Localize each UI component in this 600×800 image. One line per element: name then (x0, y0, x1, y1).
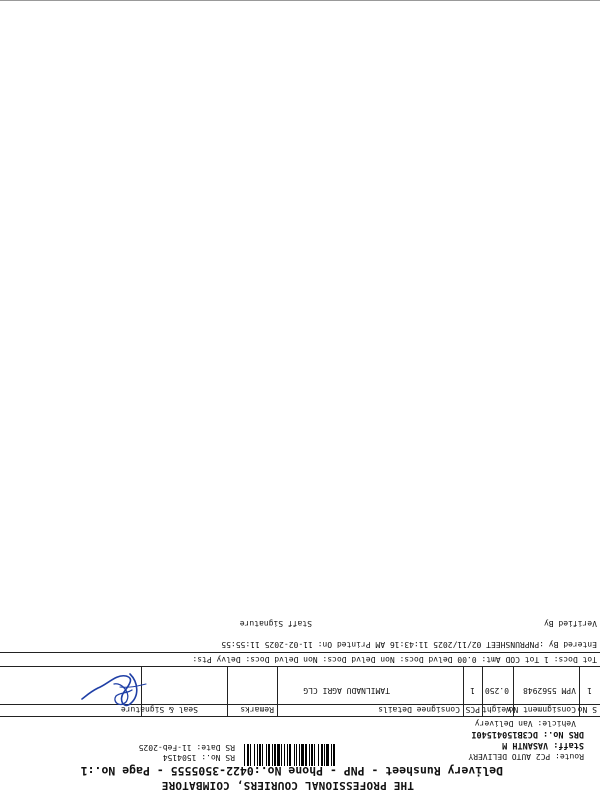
col-header-weight: Weight (482, 705, 511, 714)
col-header-sno: S No (577, 705, 597, 714)
staff-label: Staff: VASANTH M (502, 740, 584, 750)
verified-by-label: Verified By (544, 619, 597, 628)
cell-pcs: 1 (470, 686, 475, 695)
cell-weight: 0.250 (484, 686, 509, 695)
scan-edge-line (0, 0, 600, 1)
totals-line: Tot Docs: 1 Tot COD Amt: 0.00 Delvd Docs… (192, 655, 597, 664)
document-title: Delivery Runsheet - PNP - Phone No.:0422… (80, 764, 503, 778)
col-header-consignment: Consignment No (508, 705, 576, 714)
cell-sno: 1 (587, 686, 592, 695)
cell-consignment-no: VPM 5562948 (523, 686, 576, 695)
staff-signature-label: Staff Signature (239, 619, 312, 628)
col-header-remarks: Remarks (240, 705, 274, 714)
col-header-consignee: Consignee Details (378, 705, 460, 714)
cell-consignee: TAMILNADU AGRI CLG (303, 686, 390, 695)
rs-number: RS No.: 1504154 (162, 753, 235, 762)
drs-number: DRS No.: DC3B15041540I (471, 729, 584, 739)
col-header-pcs: PCS (465, 705, 480, 714)
table-top-rule (0, 716, 600, 717)
column-divider (463, 666, 464, 717)
barcode (243, 744, 335, 766)
column-divider (227, 666, 228, 717)
handwritten-signature (81, 673, 147, 707)
rs-date: RS Date: 11-Feb-2025 (138, 743, 235, 752)
company-name: THE PROFESSIONAL COURIERS, COIMBATORE (161, 779, 414, 792)
totals-rule (0, 652, 600, 653)
route-label: Route: PC2 AUTO DELIVERY (468, 752, 584, 761)
column-divider (277, 666, 278, 717)
entered-by-line: Entered By :PNPRUNSHEET 02/11/2025 11:43… (221, 640, 597, 649)
vehicle-label: Vehicle: Van Delivery (474, 719, 576, 728)
